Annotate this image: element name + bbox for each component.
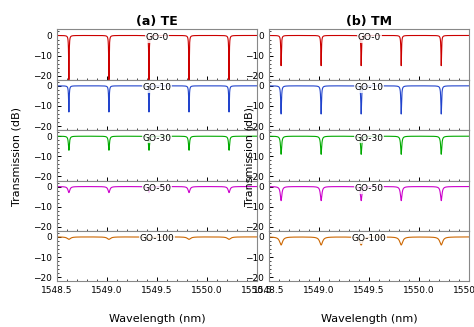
Text: Transmission (dB): Transmission (dB) <box>12 108 22 206</box>
Text: GO-100: GO-100 <box>352 234 386 243</box>
Text: Wavelength (nm): Wavelength (nm) <box>321 314 418 324</box>
Text: GO-10: GO-10 <box>355 83 383 92</box>
Text: GO-10: GO-10 <box>143 83 172 92</box>
Text: GO-30: GO-30 <box>355 134 383 143</box>
Text: GO-50: GO-50 <box>143 184 172 193</box>
Title: (a) TE: (a) TE <box>136 15 178 28</box>
Text: Transmission (dB): Transmission (dB) <box>244 108 254 206</box>
Text: GO-0: GO-0 <box>357 33 381 42</box>
Title: (b) TM: (b) TM <box>346 15 392 28</box>
Text: GO-30: GO-30 <box>143 134 172 143</box>
Text: GO-100: GO-100 <box>140 234 174 243</box>
Text: GO-0: GO-0 <box>146 33 169 42</box>
Text: Wavelength (nm): Wavelength (nm) <box>109 314 205 324</box>
Text: GO-50: GO-50 <box>355 184 383 193</box>
